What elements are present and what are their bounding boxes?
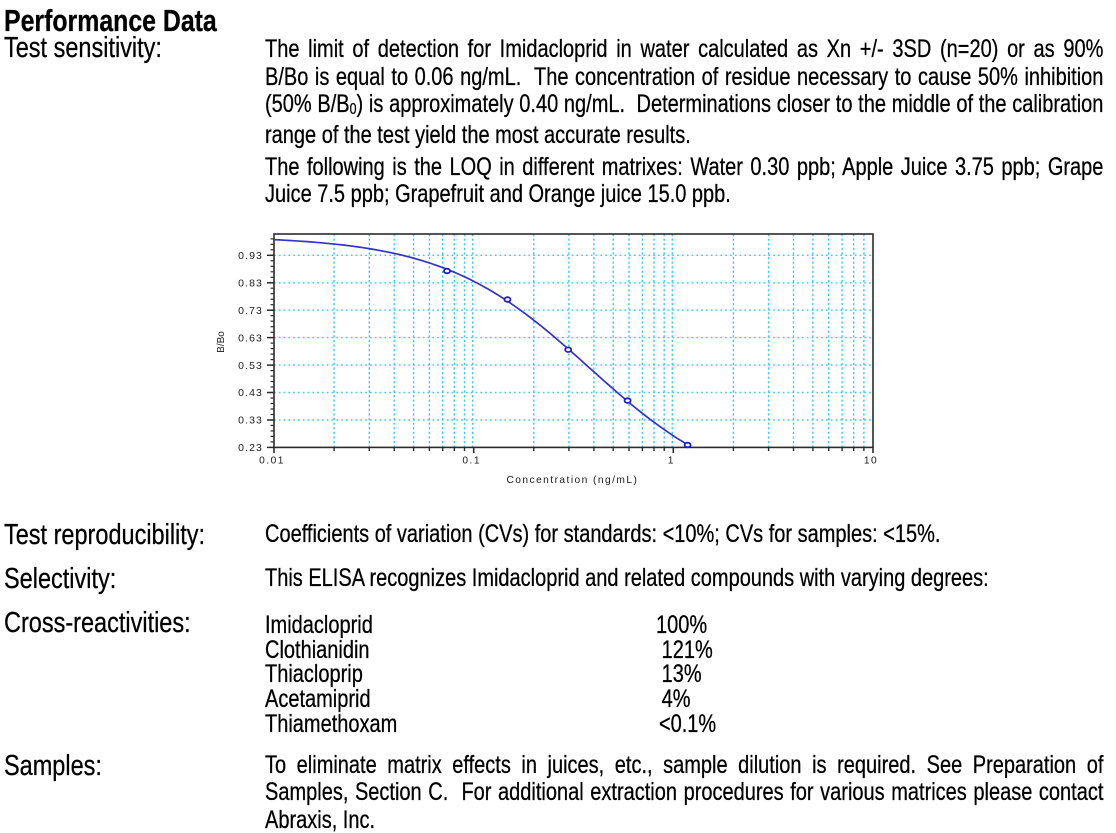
svg-text:0.1: 0.1 — [462, 456, 481, 467]
svg-text:Concentration (ng/mL): Concentration (ng/mL) — [506, 475, 638, 486]
svg-text:0.63: 0.63 — [238, 332, 263, 344]
svg-text:B/Bo: B/Bo — [216, 331, 227, 353]
svg-text:10: 10 — [864, 456, 878, 467]
svg-text:0.73: 0.73 — [238, 305, 263, 317]
svg-text:0.33: 0.33 — [238, 415, 263, 427]
svg-text:0.23: 0.23 — [238, 442, 263, 454]
svg-text:0.43: 0.43 — [238, 387, 263, 399]
svg-text:1: 1 — [668, 456, 675, 467]
svg-text:0.93: 0.93 — [238, 250, 263, 262]
svg-text:0.83: 0.83 — [238, 278, 263, 290]
svg-text:0.01: 0.01 — [259, 456, 285, 467]
svg-text:0.53: 0.53 — [238, 360, 263, 372]
